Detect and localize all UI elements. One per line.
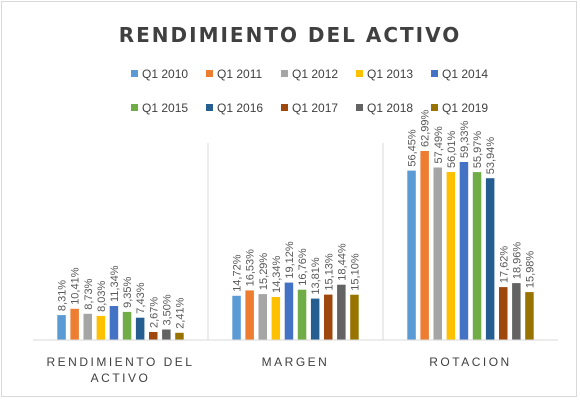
- bar-q1-2015-rendimiento-del-activo: [122, 311, 132, 340]
- bar-q1-2013-rotacion: [446, 172, 456, 340]
- bar-q1-2014-rotacion: [459, 162, 469, 340]
- bar-q1-2015-rotacion: [472, 172, 482, 340]
- bar-q1-2012-rotacion: [433, 167, 442, 340]
- legend-swatch-q1-2018: [356, 104, 363, 111]
- category-label-rendimiento-del-activo: RENDIMIENTO DEL ACTIVO: [47, 355, 195, 385]
- data-label: 59,33%: [459, 120, 471, 158]
- data-label: 18,96%: [511, 242, 523, 280]
- data-label: 53,94%: [485, 137, 497, 175]
- legend-label-q1-2015: Q1 2015: [142, 101, 188, 115]
- legend-label-q1-2017: Q1 2017: [292, 101, 338, 115]
- chart-legend: Q1 2010 Q1 2011 Q1 2012 Q1 2013 Q1 2014 Q1 20…: [131, 67, 488, 115]
- legend-swatch-q1-2015: [131, 104, 138, 111]
- legend-label-q1-2016: Q1 2016: [217, 101, 263, 115]
- data-label: 3,50%: [161, 294, 173, 325]
- bar-q1-2014-rendimiento-del-activo: [109, 306, 119, 340]
- data-label: 56,45%: [407, 129, 419, 167]
- bar-q1-2019-rotacion: [525, 292, 534, 340]
- bar-q1-2010-rotacion: [407, 170, 416, 340]
- legend-label-q1-2010: Q1 2010: [142, 67, 188, 81]
- data-label: 17,62%: [498, 246, 510, 284]
- legend-swatch-q1-2017: [281, 104, 288, 111]
- legend-label-q1-2011: Q1 2011: [217, 67, 262, 81]
- category-label-rotacion: ROTACION: [429, 355, 511, 369]
- data-label: 15,98%: [525, 251, 537, 289]
- data-label: 15,10%: [349, 253, 361, 291]
- category-dividers: [207, 143, 384, 340]
- bar-q1-2014-margen: [284, 282, 294, 340]
- data-label: 13,81%: [310, 257, 322, 295]
- legend-swatch-q1-2013: [356, 70, 363, 77]
- bar-q1-2012-rendimiento-del-activo: [83, 313, 92, 340]
- bar-q1-2018-rotacion: [512, 283, 521, 340]
- data-label: 7,43%: [135, 282, 147, 313]
- data-label: 8,03%: [96, 280, 108, 311]
- bar-q1-2016-margen: [310, 298, 320, 340]
- bar-q1-2019-margen: [350, 294, 359, 340]
- legend-label-q1-2013: Q1 2013: [367, 67, 413, 81]
- data-label: 15,29%: [258, 253, 270, 291]
- data-labels: 8,31% 10,41% 8,73% 8,03% 11,34% 9,35% 7,43% 2,6…: [57, 109, 537, 328]
- legend-swatch-q1-2019: [431, 104, 438, 111]
- data-label: 2,67%: [148, 297, 160, 328]
- legend-swatch-q1-2010: [131, 70, 138, 77]
- data-label: 57,49%: [433, 126, 445, 164]
- chart-bars: [57, 151, 534, 340]
- data-label: 9,35%: [122, 276, 134, 307]
- data-label: 10,41%: [70, 267, 82, 305]
- data-label: 2,41%: [174, 297, 186, 328]
- data-label: 19,12%: [284, 241, 296, 279]
- bar-q1-2016-rotacion: [485, 178, 495, 340]
- bar-q1-2013-margen: [271, 297, 281, 340]
- data-label: 15,13%: [323, 253, 335, 291]
- legend-swatch-q1-2016: [206, 104, 213, 111]
- data-label: 14,34%: [271, 255, 283, 293]
- bar-q1-2017-rendimiento-del-activo: [149, 332, 158, 340]
- legend-label-q1-2014: Q1 2014: [442, 67, 488, 81]
- legend-label-q1-2012: Q1 2012: [292, 67, 338, 81]
- bar-q1-2011-margen: [245, 290, 254, 340]
- legend-swatch-q1-2011: [206, 70, 213, 77]
- bar-q1-2019-rendimiento-del-activo: [175, 332, 184, 340]
- data-label: 8,73%: [83, 278, 95, 309]
- bar-q1-2013-rendimiento-del-activo: [96, 315, 106, 340]
- bar-q1-2011-rotacion: [420, 151, 429, 340]
- bar-q1-2011-rendimiento-del-activo: [70, 308, 79, 340]
- data-label: 55,97%: [472, 131, 484, 169]
- data-label: 62,99%: [420, 109, 432, 147]
- category-labels: RENDIMIENTO DEL ACTIVO MARGEN ROTACION: [47, 355, 511, 385]
- data-label: 8,31%: [57, 280, 69, 311]
- data-label: 18,44%: [336, 243, 348, 281]
- data-label: 14,72%: [232, 254, 244, 292]
- bar-q1-2017-rotacion: [499, 287, 508, 340]
- bar-q1-2017-margen: [324, 294, 333, 340]
- category-label-margen: MARGEN: [262, 355, 330, 369]
- legend-label-q1-2019: Q1 2019: [442, 101, 488, 115]
- data-label: 16,76%: [297, 248, 309, 286]
- bar-q1-2018-margen: [337, 284, 346, 340]
- data-label: 56,01%: [446, 130, 458, 168]
- bar-q1-2015-margen: [297, 289, 307, 340]
- data-label: 11,34%: [109, 265, 121, 302]
- bar-q1-2016-rendimiento-del-activo: [135, 317, 145, 340]
- chart-title: RENDIMIENTO DEL ACTIVO: [119, 23, 462, 47]
- bar-q1-2018-rendimiento-del-activo: [162, 329, 171, 340]
- bar-q1-2010-rendimiento-del-activo: [57, 315, 66, 340]
- bar-q1-2010-margen: [232, 295, 241, 340]
- bar-q1-2012-margen: [258, 294, 267, 340]
- legend-label-q1-2018: Q1 2018: [367, 101, 413, 115]
- data-label: 16,53%: [245, 249, 257, 287]
- legend-swatch-q1-2012: [281, 70, 288, 77]
- legend-swatch-q1-2014: [431, 70, 438, 77]
